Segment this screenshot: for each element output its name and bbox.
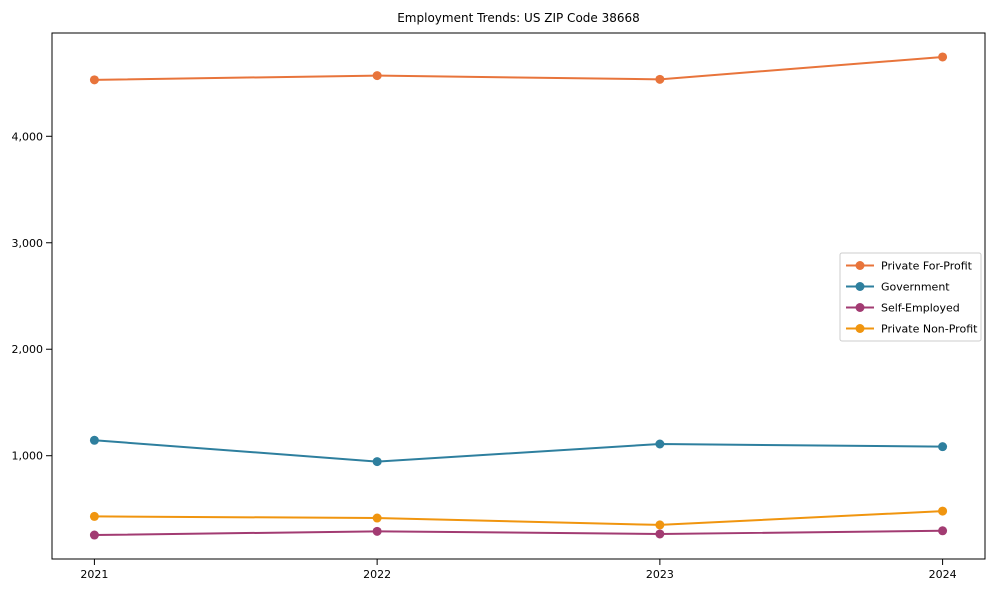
legend-marker bbox=[855, 324, 865, 333]
data-point-marker bbox=[938, 52, 948, 62]
y-tick-label: 2,000 bbox=[12, 343, 44, 356]
data-point-marker bbox=[655, 520, 665, 530]
data-point-marker bbox=[938, 506, 948, 516]
x-tick-label: 2021 bbox=[80, 568, 108, 581]
legend-item: Private For-Profit bbox=[846, 260, 973, 273]
series-private-for-profit bbox=[89, 52, 948, 85]
legend-label: Government bbox=[881, 281, 950, 294]
data-point-marker bbox=[89, 530, 99, 540]
legend-marker bbox=[855, 303, 865, 312]
legend: Private For-Profit Government Self-Employe… bbox=[839, 252, 982, 342]
y-tick-label: 3,000 bbox=[12, 237, 44, 250]
y-tick-label: 1,000 bbox=[12, 450, 44, 463]
x-tick-label: 2022 bbox=[363, 568, 391, 581]
data-point-marker bbox=[655, 74, 665, 84]
data-point-marker bbox=[89, 511, 99, 521]
series-line bbox=[94, 529, 943, 537]
data-point-marker bbox=[655, 529, 665, 539]
series-line bbox=[94, 439, 943, 463]
series-government bbox=[89, 435, 948, 467]
data-point-marker bbox=[89, 435, 99, 445]
series-self-employed bbox=[89, 526, 948, 540]
legend-marker bbox=[855, 282, 865, 291]
data-point-marker bbox=[372, 513, 382, 523]
data-point-marker bbox=[938, 442, 948, 452]
legend-label: Private For-Profit bbox=[881, 260, 973, 273]
series-private-non-profit bbox=[89, 506, 948, 530]
data-point-marker bbox=[89, 75, 99, 85]
legend-label: Self-Employed bbox=[881, 302, 960, 315]
legend-label: Private Non-Profit bbox=[881, 323, 978, 336]
data-point-marker bbox=[372, 526, 382, 536]
legend-box bbox=[839, 252, 982, 342]
legend-item: Private Non-Profit bbox=[846, 323, 978, 336]
legend-item: Government bbox=[846, 281, 950, 294]
legend-marker bbox=[855, 261, 865, 270]
x-tick-label: 2023 bbox=[646, 568, 674, 581]
series-line bbox=[94, 55, 943, 81]
data-point-marker bbox=[372, 71, 382, 81]
series-line bbox=[94, 510, 943, 526]
plot-border bbox=[51, 32, 986, 560]
data-point-marker bbox=[938, 526, 948, 536]
plot-area: 1,000 2,000 3,000 4,000 2021 2022 2023 2024 Priv… bbox=[12, 32, 986, 581]
x-tick-label: 2024 bbox=[929, 568, 957, 581]
chart-title: Employment Trends: US ZIP Code 38668 bbox=[397, 11, 640, 25]
data-point-marker bbox=[655, 439, 665, 449]
y-tick-label: 4,000 bbox=[12, 130, 44, 143]
data-point-marker bbox=[372, 457, 382, 467]
legend-item: Self-Employed bbox=[846, 302, 960, 315]
